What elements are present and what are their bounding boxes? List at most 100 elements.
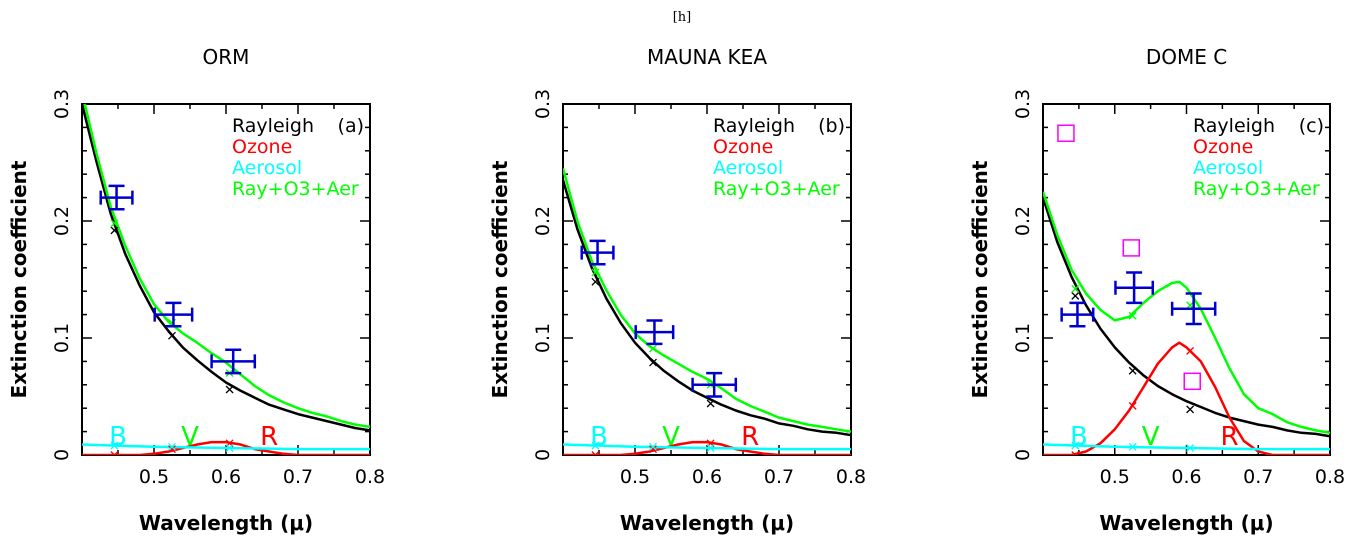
y-axis-label: Extinction coefficient [488, 160, 512, 398]
x-axis-label: Wavelength (μ) [620, 511, 794, 535]
figure-header: [h] [673, 10, 692, 25]
plot-area [82, 104, 370, 455]
legend-entry: Aerosol [713, 157, 783, 179]
x-tick-label: 0.7 [283, 466, 313, 488]
cross-marker [225, 385, 234, 394]
series-line-ray-o3-aer [563, 168, 851, 433]
cross-marker [1071, 284, 1080, 293]
y-tick-label: 0.3 [51, 89, 73, 119]
panel-title: DOME C [1146, 45, 1227, 69]
y-tick-label: 0.1 [51, 323, 73, 353]
band-label: R [741, 422, 759, 452]
cross-marker [1186, 346, 1195, 355]
series-line-rayleigh [1043, 197, 1330, 438]
plot-frame [81, 103, 371, 456]
cross-marker [706, 444, 715, 452]
series-line-rayleigh [82, 104, 370, 432]
cross-marker [591, 451, 600, 455]
band-label: R [1221, 422, 1239, 452]
panel-dome-c: DOME C 0.5 0.6 0.7 0.8 0 0.1 0.2 0.3 Wavelength (… [968, 45, 1345, 535]
y-axis-label: Extinction coefficient [968, 160, 992, 398]
band-label: B [109, 422, 127, 452]
square-marker [1183, 372, 1201, 391]
cross-marker [591, 441, 600, 450]
band-label: V [181, 422, 199, 452]
cross-marker [1128, 366, 1137, 375]
legend-entry: Ozone [713, 136, 773, 158]
series-line-aerosol [1043, 443, 1330, 451]
y-tick-label: 0.2 [532, 206, 554, 236]
cross-marker [649, 445, 657, 454]
legend-entry: Aerosol [232, 157, 302, 179]
cross-marker [168, 445, 176, 454]
cross-marker [649, 358, 657, 367]
cross-marker [1071, 451, 1080, 455]
cross-marker [110, 226, 119, 235]
panel-label: (a) [338, 115, 364, 137]
x-tick-label: 0.6 [692, 466, 722, 488]
x-axis-label: Wavelength (μ) [139, 511, 313, 535]
legend-entry: Ray+O3+Aer [1193, 178, 1320, 200]
band-label: B [590, 422, 608, 452]
series-line-aerosol [82, 443, 370, 451]
panel-mauna-kea: MAUNA KEA 0.5 0.6 0.7 0.8 0 0.1 0.2 0.3 Wavelengt… [488, 45, 866, 535]
y-tick-label: 0.1 [532, 323, 554, 353]
cross-marker [1186, 405, 1195, 414]
measured-point [153, 301, 194, 328]
legend-entry: Ray+O3+Aer [232, 178, 359, 200]
cross-marker [110, 219, 119, 228]
square-marker [1057, 124, 1075, 142]
y-tick-label: 0.1 [1012, 323, 1034, 353]
measured-point [634, 319, 675, 346]
cross-marker [225, 444, 234, 452]
band-label: V [1142, 422, 1160, 452]
y-tick-label: 0.3 [532, 89, 554, 119]
legend-entry: Ozone [1193, 136, 1253, 158]
cross-marker [1128, 311, 1137, 320]
plot-area [1043, 124, 1330, 455]
series-line-ozone [82, 440, 370, 455]
band-label: B [1070, 422, 1088, 452]
series-line-ray-o3-aer [83, 104, 370, 429]
x-tick-label: 0.6 [211, 466, 241, 488]
series-line-ray-o3-aer [1043, 191, 1330, 435]
y-axis-label: Extinction coefficient [7, 160, 31, 398]
measured-point [1114, 271, 1155, 305]
cross-marker [649, 442, 657, 451]
cross-marker [706, 399, 715, 408]
plot-area [563, 168, 851, 455]
measured-point [580, 239, 615, 266]
x-tick-label: 0.5 [620, 466, 650, 488]
square-marker [1122, 239, 1141, 257]
x-tick-label: 0.7 [764, 466, 794, 488]
x-tick-label: 0.8 [1315, 466, 1345, 488]
cross-marker [1128, 401, 1137, 410]
band-label: R [260, 422, 278, 452]
y-tick-label: 0 [1012, 449, 1034, 461]
cross-marker [168, 331, 176, 340]
x-tick-label: 0.5 [139, 466, 169, 488]
legend-entry: Ray+O3+Aer [713, 178, 840, 200]
panel-orm: ORM 0.5 0.6 0.7 0.8 0 0.1 0.2 0.3 Wavelength (μ) E… [7, 45, 385, 535]
y-tick-label: 0.3 [1012, 89, 1034, 119]
measured-point [1170, 292, 1217, 326]
x-axis-label: Wavelength (μ) [1099, 511, 1273, 535]
plot-frame [562, 103, 852, 456]
x-tick-label: 0.7 [1243, 466, 1273, 488]
x-tick-label: 0.6 [1171, 466, 1201, 488]
legend-entry: Rayleigh [713, 115, 795, 137]
cross-marker [1128, 442, 1137, 451]
panel-title: ORM [203, 45, 250, 69]
legend-entry: Ozone [232, 136, 292, 158]
x-tick-label: 0.8 [836, 466, 866, 488]
x-tick-label: 0.8 [355, 466, 385, 488]
series-line-aerosol [563, 443, 851, 451]
legend-entry: Rayleigh [1193, 115, 1275, 137]
cross-marker [110, 441, 119, 450]
panel-title: MAUNA KEA [647, 45, 767, 69]
cross-marker [591, 268, 600, 277]
band-label: V [662, 422, 680, 452]
cross-marker [1186, 444, 1195, 452]
series-line-ozone [563, 440, 851, 455]
x-tick-label: 0.5 [1100, 466, 1130, 488]
